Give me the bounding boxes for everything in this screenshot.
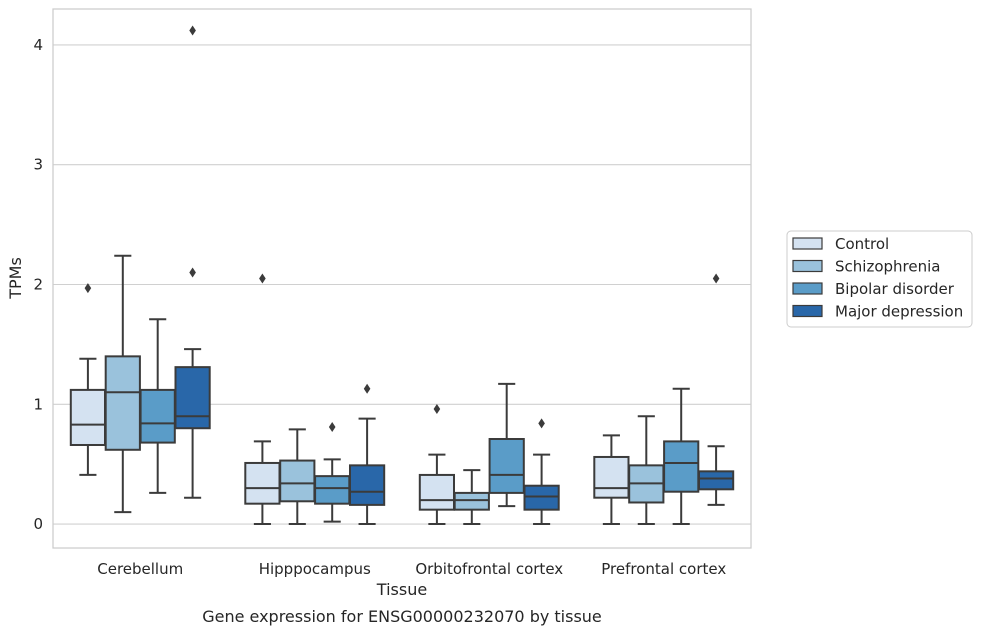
x-tick-label: Hipppocampus [259, 560, 371, 578]
box-0-3 [174, 25, 211, 499]
box-3-0 [593, 434, 630, 526]
box-iqr [488, 438, 525, 494]
box-2-1 [453, 469, 490, 526]
legend-label: Bipolar disorder [835, 280, 955, 298]
box-iqr [453, 491, 490, 511]
box-iqr [418, 473, 456, 511]
x-axis-label: Tissue [376, 580, 427, 599]
legend-label: Control [835, 235, 889, 253]
box-iqr [174, 366, 211, 430]
y-tick-label: 3 [33, 156, 43, 174]
legend-swatch [792, 304, 823, 318]
outlier-point [433, 404, 441, 415]
box-iqr [593, 455, 630, 499]
box-iqr [139, 388, 176, 444]
x-tick-label: Orbitofrontal cortex [415, 560, 563, 578]
plot-frame [52, 8, 752, 549]
box-1-3 [348, 383, 386, 526]
x-tick-label: Prefrontal cortex [601, 560, 726, 578]
y-tick-label: 4 [33, 36, 43, 54]
legend-swatch [792, 282, 823, 295]
box-iqr [69, 388, 107, 446]
outlier-point [712, 273, 720, 284]
outlier-point [363, 383, 371, 394]
box-1-2 [314, 422, 351, 523]
boxplot-marks [69, 25, 735, 526]
box-iqr [314, 475, 351, 505]
box-iqr [244, 461, 281, 505]
outlier-point [189, 25, 196, 36]
box-0-1 [104, 254, 141, 514]
chart-caption: Gene expression for ENSG00000232070 by t… [202, 607, 602, 626]
legend: Control Schizophrenia Bipolar disorder Majo… [786, 230, 973, 328]
box-0-2 [139, 318, 176, 494]
box-0-0 [69, 283, 107, 476]
box-iqr [279, 459, 316, 503]
legend-swatch [792, 259, 823, 273]
box-iqr [663, 440, 700, 493]
y-axis-label: TPMs [6, 257, 25, 300]
legend-label: Major depression [835, 303, 963, 321]
box-2-2 [488, 382, 525, 508]
box-iqr [104, 355, 141, 451]
box-3-1 [628, 415, 665, 526]
box-3-3 [697, 273, 735, 506]
y-axis-ticks: 0 1 2 3 4 [33, 36, 43, 533]
y-tick-label: 1 [33, 395, 43, 413]
legend-swatch [792, 237, 823, 250]
x-tick-label: Cerebellum [97, 560, 183, 578]
outlier-point [538, 418, 545, 429]
outlier-point [84, 283, 92, 294]
box-1-0 [244, 273, 281, 526]
y-tick-label: 2 [33, 275, 43, 293]
outlier-point [259, 273, 266, 284]
y-tick-label: 0 [33, 515, 43, 533]
x-axis-ticks: Cerebellum Hipppocampus Orbitofrontal cort… [97, 560, 726, 578]
legend-label: Schizophrenia [835, 258, 940, 276]
box-iqr [697, 470, 735, 491]
box-1-1 [279, 428, 316, 526]
outlier-point [189, 267, 196, 278]
legend-box [786, 230, 973, 328]
box-2-0 [418, 404, 456, 526]
box-iqr [348, 464, 386, 506]
box-3-2 [663, 387, 700, 526]
box-2-3 [523, 418, 560, 526]
outlier-point [328, 422, 336, 433]
box-iqr [523, 484, 560, 511]
